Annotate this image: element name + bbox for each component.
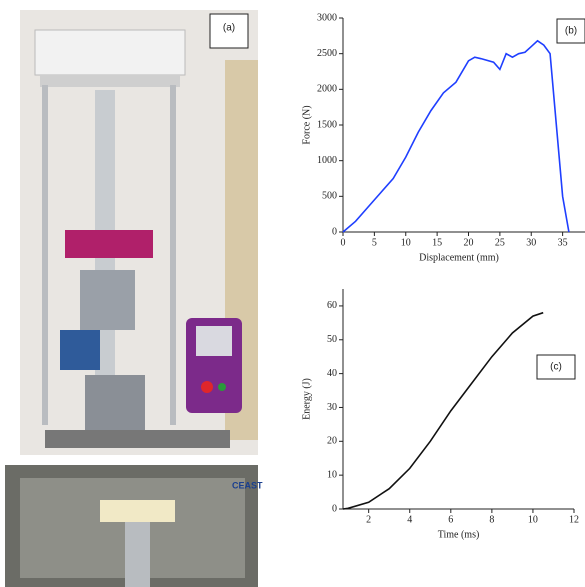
y-tick-label: 2500 <box>317 48 337 59</box>
y-tick-label: 0 <box>332 503 337 514</box>
data-line <box>342 39 570 233</box>
panel-label-box <box>209 13 249 49</box>
y-tick-label: 500 <box>322 191 337 202</box>
x-tick-label: 8 <box>489 514 494 525</box>
x-tick-label: 30 <box>526 237 536 248</box>
x-tick-label: 0 <box>341 237 346 248</box>
y-tick-label: 30 <box>327 402 337 413</box>
panel-label: (b) <box>565 26 577 37</box>
x-tick-label: 25 <box>495 237 505 248</box>
panel-label: (a) <box>223 23 235 34</box>
y-tick-label: 2000 <box>317 84 337 95</box>
x-tick-label: 20 <box>464 237 474 248</box>
x-tick-label: 10 <box>528 514 538 525</box>
x-tick-label: 15 <box>432 237 442 248</box>
data-line <box>342 311 544 510</box>
y-tick-label: 40 <box>327 368 337 379</box>
x-tick-label: 4 <box>407 514 412 525</box>
y-axis-label: Energy (J) <box>301 378 312 420</box>
y-tick-label: 50 <box>327 334 337 345</box>
y-tick-label: 1500 <box>317 119 337 130</box>
x-axis-label: Displacement (mm) <box>419 252 499 263</box>
y-axis-label: Force (N) <box>301 105 312 144</box>
x-tick-label: 35 <box>558 237 568 248</box>
brand-label: CEAST <box>232 480 263 490</box>
x-tick-label: 10 <box>401 237 411 248</box>
y-tick-label: 10 <box>327 469 337 480</box>
x-tick-label: 5 <box>372 237 377 248</box>
y-tick-label: 0 <box>332 226 337 237</box>
x-axis-label: Time (ms) <box>438 529 480 540</box>
y-tick-label: 3000 <box>317 12 337 23</box>
specimen-photo <box>5 465 258 587</box>
y-tick-label: 60 <box>327 300 337 311</box>
y-tick-label: 1000 <box>317 155 337 166</box>
x-tick-label: 6 <box>448 514 453 525</box>
panel-label-box <box>536 354 576 380</box>
machine-photo <box>20 10 258 455</box>
x-tick-label: 12 <box>569 514 579 525</box>
panel-label: (c) <box>550 362 562 373</box>
y-tick-label: 20 <box>327 436 337 447</box>
x-tick-label: 2 <box>366 514 371 525</box>
panel-label-box <box>556 18 585 44</box>
